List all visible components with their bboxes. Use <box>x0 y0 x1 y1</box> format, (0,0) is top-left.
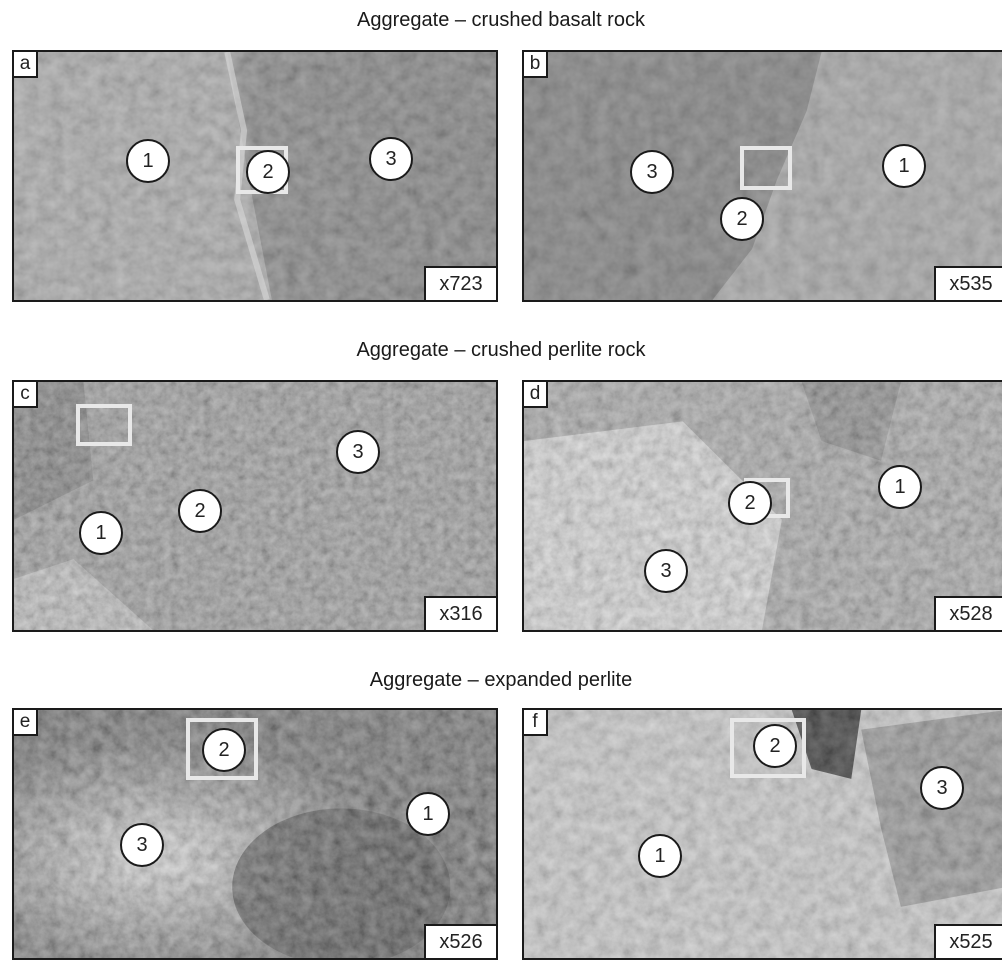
zone-marker: 1 <box>406 792 450 836</box>
row-title-perlite-rock: Aggregate – crushed perlite rock <box>356 339 646 361</box>
magnification-label: x526 <box>424 924 496 958</box>
zone-marker: 2 <box>753 724 797 768</box>
zone-marker: 2 <box>178 489 222 533</box>
panel-letter: c <box>14 382 38 408</box>
magnification-label: x528 <box>934 596 1002 630</box>
zone-marker: 3 <box>120 823 164 867</box>
row-title-basalt: Aggregate – crushed basalt rock <box>357 9 645 31</box>
micrograph-panel-b: b 3 2 1 x535 <box>522 50 1002 302</box>
micrograph-texture-d <box>524 382 1002 630</box>
zone-marker: 3 <box>336 430 380 474</box>
zone-marker: 3 <box>644 549 688 593</box>
zone-marker: 2 <box>728 481 772 525</box>
zone-marker: 1 <box>882 144 926 188</box>
panel-letter: d <box>524 382 548 408</box>
region-of-interest-box <box>76 404 132 446</box>
zone-marker: 1 <box>638 834 682 878</box>
panel-letter: f <box>524 710 548 736</box>
panel-letter: e <box>14 710 38 736</box>
zone-marker: 2 <box>246 150 290 194</box>
magnification-label: x316 <box>424 596 496 630</box>
magnification-label: x723 <box>424 266 496 300</box>
zone-marker: 3 <box>369 137 413 181</box>
region-of-interest-box <box>186 718 258 780</box>
magnification-label: x525 <box>934 924 1002 958</box>
zone-marker: 1 <box>878 465 922 509</box>
region-of-interest-box <box>740 146 792 190</box>
panel-letter: b <box>524 52 548 78</box>
zone-marker: 2 <box>720 197 764 241</box>
micrograph-panel-f: f 2 3 1 x525 <box>522 708 1002 960</box>
micrograph-texture-c <box>14 382 496 630</box>
zone-marker: 2 <box>202 728 246 772</box>
micrograph-panel-e: e 2 1 3 x526 <box>12 708 498 960</box>
micrograph-panel-c: c 3 2 1 x316 <box>12 380 498 632</box>
panel-letter: a <box>14 52 38 78</box>
magnification-label: x535 <box>934 266 1002 300</box>
row-title-expanded-perlite: Aggregate – expanded perlite <box>369 669 633 691</box>
zone-marker: 3 <box>920 766 964 810</box>
zone-marker: 1 <box>79 511 123 555</box>
zone-marker: 3 <box>630 150 674 194</box>
zone-marker: 1 <box>126 139 170 183</box>
micrograph-panel-a: a 1 2 3 x723 <box>12 50 498 302</box>
micrograph-panel-d: d 2 1 3 x528 <box>522 380 1002 632</box>
region-of-interest-box <box>730 718 806 778</box>
